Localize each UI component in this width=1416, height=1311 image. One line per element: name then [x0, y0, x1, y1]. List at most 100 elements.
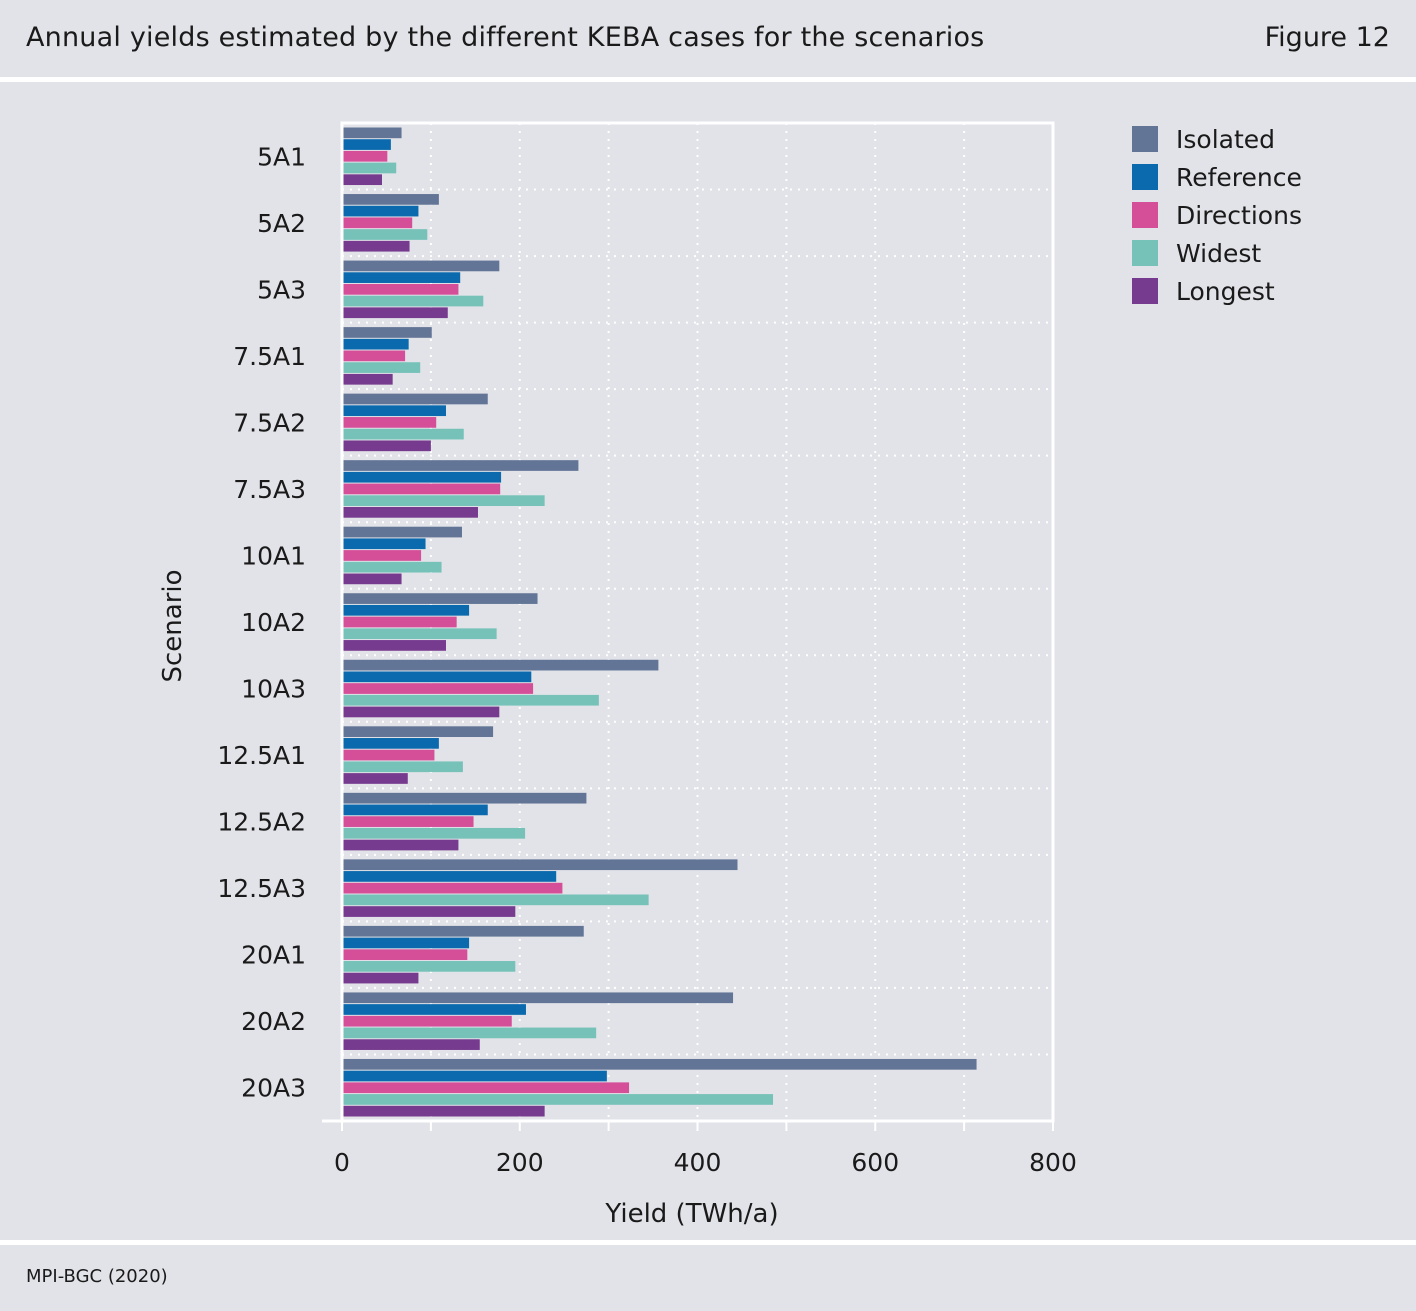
bar-isolated-12.5A3 — [342, 859, 738, 871]
legend-swatch-directions — [1132, 202, 1158, 228]
bar-reference-7.5A1 — [342, 338, 409, 350]
bar-isolated-12.5A1 — [342, 726, 494, 738]
bar-longest-10A3 — [342, 706, 500, 718]
bar-longest-7.5A2 — [342, 440, 431, 452]
bar-widest-12.5A1 — [342, 761, 463, 773]
bar-longest-5A2 — [342, 240, 410, 252]
bottom-divider — [0, 1240, 1416, 1245]
y-tick-label: 20A3 — [241, 1074, 306, 1103]
legend-swatch-widest — [1132, 240, 1158, 266]
bar-isolated-5A1 — [342, 127, 402, 139]
bar-widest-20A2 — [342, 1027, 597, 1039]
x-tick-label: 800 — [1029, 1148, 1077, 1177]
bar-reference-12.5A1 — [342, 738, 439, 749]
header: Annual yields estimated by the different… — [0, 0, 1416, 78]
y-tick-label: 12.5A2 — [217, 808, 306, 837]
bar-widest-12.5A3 — [342, 894, 649, 906]
top-divider — [0, 77, 1416, 82]
bar-directions-5A3 — [342, 283, 459, 295]
legend-label-isolated: Isolated — [1176, 125, 1275, 154]
bar-directions-5A1 — [342, 150, 388, 162]
bar-reference-10A3 — [342, 671, 532, 683]
y-tick-label: 20A1 — [241, 941, 306, 970]
bar-widest-20A3 — [342, 1094, 774, 1105]
bar-widest-7.5A3 — [342, 495, 545, 506]
bar-directions-20A2 — [342, 1015, 512, 1027]
y-tick-label: 20A2 — [241, 1007, 306, 1036]
bar-directions-10A3 — [342, 683, 534, 694]
bar-longest-10A2 — [342, 640, 446, 651]
bar-isolated-20A3 — [342, 1058, 977, 1070]
bar-isolated-7.5A2 — [342, 393, 488, 405]
bar-reference-5A1 — [342, 139, 391, 150]
bar-widest-10A2 — [342, 628, 497, 640]
plot-bars — [342, 127, 977, 1117]
bar-reference-12.5A3 — [342, 871, 557, 882]
bar-longest-5A3 — [342, 307, 448, 319]
bar-longest-5A1 — [342, 174, 382, 186]
y-tick-label: 5A3 — [257, 275, 306, 304]
legend-label-directions: Directions — [1176, 201, 1302, 230]
y-tick-label: 7.5A1 — [233, 342, 306, 371]
bar-longest-7.5A3 — [342, 506, 478, 518]
bar-directions-12.5A2 — [342, 816, 474, 827]
legend-swatch-isolated — [1132, 126, 1158, 152]
x-tick-label: 600 — [851, 1148, 899, 1177]
yield-bar-chart: 5A1 5A2 5A3 7.5A1 7.5A2 7.5A3 10A1 10A2 10A3 12.5… — [158, 121, 1302, 1229]
y-tick-label: 12.5A1 — [217, 741, 306, 770]
bar-longest-20A1 — [342, 972, 419, 984]
x-axis-ticks: 0 200 400 600 800 — [322, 1119, 1077, 1177]
y-tick-label: 10A1 — [241, 541, 306, 570]
y-axis-title: Scenario — [158, 569, 188, 682]
bar-reference-20A2 — [342, 1004, 526, 1015]
bar-longest-12.5A3 — [342, 906, 516, 917]
bar-longest-7.5A1 — [342, 373, 393, 385]
bar-isolated-5A3 — [342, 260, 500, 272]
y-tick-label: 5A1 — [257, 142, 306, 171]
bar-isolated-10A2 — [342, 593, 538, 604]
legend-swatch-reference — [1132, 164, 1158, 190]
bar-longest-10A1 — [342, 573, 402, 585]
bar-widest-20A1 — [342, 961, 516, 972]
plot-grid — [342, 123, 1053, 1121]
bar-widest-10A1 — [342, 561, 442, 573]
figure-label: Figure 12 — [1264, 22, 1390, 53]
bar-directions-10A2 — [342, 616, 457, 628]
bar-directions-12.5A1 — [342, 749, 435, 761]
bar-directions-5A2 — [342, 217, 413, 229]
bar-isolated-7.5A3 — [342, 460, 579, 471]
y-tick-label: 10A2 — [241, 608, 306, 637]
x-axis-title: Yield (TWh/a) — [604, 1199, 778, 1229]
x-tick-label: 400 — [674, 1148, 722, 1177]
bar-isolated-10A3 — [342, 659, 659, 671]
y-tick-label: 7.5A2 — [233, 408, 306, 437]
bar-reference-7.5A2 — [342, 405, 446, 417]
bar-directions-10A1 — [342, 550, 422, 561]
bar-widest-7.5A1 — [342, 362, 421, 373]
source-note: MPI-BGC (2020) — [26, 1266, 168, 1287]
bar-isolated-5A2 — [342, 194, 439, 205]
legend: Isolated Reference Directions Widest Longest — [1132, 125, 1302, 306]
bar-reference-10A1 — [342, 538, 426, 550]
bar-directions-20A3 — [342, 1082, 630, 1094]
bar-widest-7.5A2 — [342, 428, 464, 440]
y-tick-label: 5A2 — [257, 209, 306, 238]
bar-widest-5A3 — [342, 295, 484, 307]
bar-reference-12.5A2 — [342, 804, 488, 816]
bar-isolated-10A1 — [342, 526, 462, 538]
bar-directions-7.5A1 — [342, 350, 406, 362]
bar-reference-10A2 — [342, 604, 470, 616]
bar-widest-12.5A2 — [342, 827, 526, 839]
bar-reference-5A3 — [342, 272, 461, 283]
bar-isolated-20A2 — [342, 992, 734, 1004]
bar-isolated-12.5A2 — [342, 792, 587, 804]
bar-reference-20A1 — [342, 937, 470, 949]
bar-widest-10A3 — [342, 694, 599, 706]
bar-longest-12.5A2 — [342, 839, 459, 851]
x-tick-label: 200 — [496, 1148, 544, 1177]
y-tick-label: 7.5A3 — [233, 475, 306, 504]
bar-longest-20A3 — [342, 1105, 545, 1117]
bar-widest-5A2 — [342, 229, 428, 240]
bar-reference-7.5A3 — [342, 471, 502, 483]
bar-directions-7.5A3 — [342, 483, 501, 495]
